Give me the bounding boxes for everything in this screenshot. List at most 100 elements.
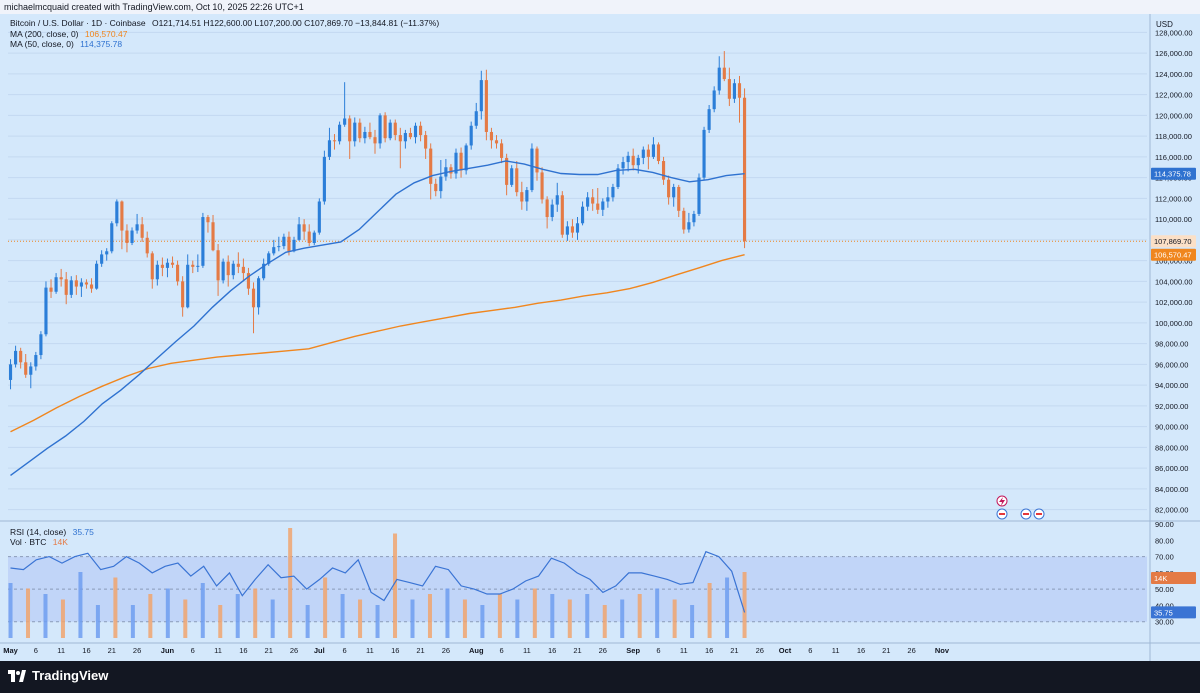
time-tick: 21: [573, 646, 581, 655]
price-tick: 94,000.00: [1155, 381, 1188, 390]
candle-body: [59, 277, 63, 280]
flag-stripe: [1023, 513, 1029, 515]
volume-bar: [672, 599, 677, 638]
legend-ma200-value: 106,570.47: [84, 29, 128, 39]
rsi-tick: 50.00: [1155, 585, 1174, 594]
time-tick: Aug: [469, 646, 484, 655]
legend-rsi-value: 35.75: [72, 527, 94, 537]
price-axis: 128,000.00 126,000.00 124,000.00 122,000.00…: [1155, 28, 1193, 626]
candles: [8, 51, 747, 390]
volume-bar: [78, 572, 83, 638]
candle-body: [631, 155, 635, 166]
volume-bar: [585, 594, 590, 638]
candle-body: [601, 201, 605, 210]
legend-rsi[interactable]: RSI (14, close) 35.75: [10, 527, 94, 537]
candle-body: [646, 149, 650, 157]
volume-bar: [707, 583, 712, 638]
legend-ma50[interactable]: MA (50, close, 0) 114,375.78: [10, 39, 122, 49]
candle-body: [454, 152, 458, 174]
candle-body: [100, 254, 104, 264]
volume-bar: [183, 599, 188, 638]
candle-body: [484, 80, 488, 132]
volume-bar: [690, 605, 695, 638]
candle-body: [682, 210, 686, 230]
candle-body: [540, 172, 544, 200]
candle-body: [697, 177, 701, 214]
candle-body: [651, 144, 656, 157]
time-tick: 26: [442, 646, 450, 655]
candle-body: [322, 156, 326, 202]
time-tick: 11: [366, 646, 374, 655]
candle-body: [338, 124, 342, 142]
volume-bar: [620, 599, 625, 638]
candle-body: [499, 143, 504, 158]
candle-body: [165, 262, 170, 268]
legend-ma50-label: MA (50, close, 0): [10, 39, 74, 49]
candle-body: [343, 118, 347, 125]
price-tick: 128,000.00: [1155, 28, 1193, 37]
price-tick: 92,000.00: [1155, 402, 1188, 411]
candle-body: [419, 125, 423, 136]
volume-bar: [375, 605, 380, 638]
candle-body: [378, 115, 382, 144]
candle-body: [277, 246, 281, 248]
candle-body: [742, 97, 747, 242]
close-badge-text: 107,869.70: [1154, 237, 1192, 246]
candle-body: [292, 239, 296, 252]
candle-body: [282, 236, 286, 247]
volume-bar: [427, 594, 432, 638]
brand-name: TradingView: [32, 668, 109, 683]
time-tick: 26: [907, 646, 915, 655]
price-tick: 106,000.00: [1155, 257, 1193, 266]
candle-body: [621, 162, 625, 169]
rsi-path: [10, 550, 746, 613]
volume-bar: [235, 594, 240, 638]
candle-body: [555, 195, 559, 205]
candle-body: [520, 192, 524, 202]
candle-body: [449, 167, 453, 174]
candle-body: [459, 152, 463, 171]
volume-bar: [445, 588, 450, 638]
candle-body: [393, 122, 397, 136]
volume-bar: [637, 594, 642, 638]
candle-body: [626, 155, 630, 163]
candle-body: [687, 222, 691, 230]
legend-symbol-name: Bitcoin / U.S. Dollar · 1D · Coinbase: [10, 18, 146, 28]
volume-bar: [497, 594, 502, 638]
rsi-tick: 40.00: [1155, 601, 1174, 610]
volume-bar: [532, 588, 537, 638]
rsi-badge: 35.75: [1151, 606, 1196, 619]
time-tick: 6: [191, 646, 195, 655]
candle-body: [636, 157, 640, 166]
candle-body: [403, 133, 407, 142]
legend-ma200[interactable]: MA (200, close, 0) 106,570.47: [10, 29, 127, 39]
candle-body: [39, 334, 43, 356]
price-tick: 86,000.00: [1155, 464, 1188, 473]
candle-body: [95, 263, 99, 289]
ma200-badge-bg: [1151, 248, 1196, 261]
volume-bar: [43, 594, 48, 638]
close-badge: 107,869.70: [1151, 235, 1196, 248]
candle-body: [672, 186, 676, 198]
candle-body: [707, 109, 711, 130]
volume-bar: [200, 583, 205, 638]
volume-bar: [305, 605, 310, 638]
price-tick: 104,000.00: [1155, 277, 1193, 286]
ma200-badge-text: 106,570.47: [1154, 251, 1192, 260]
ma200-line: [10, 254, 745, 433]
candle-body: [570, 226, 575, 233]
footer: TradingView: [0, 661, 1200, 693]
currency-label: USD: [1156, 20, 1173, 29]
candle-body: [8, 364, 13, 380]
tradingview-logo[interactable]: TradingView: [8, 668, 108, 683]
candle-body: [327, 140, 332, 157]
legend-rsi-label: RSI (14, close): [10, 527, 67, 537]
volume-bar: [288, 528, 293, 638]
candle-body: [575, 223, 580, 233]
legend-vol[interactable]: Vol · BTC 14K: [10, 537, 68, 547]
time-tick: Nov: [935, 646, 950, 655]
time-tick: 26: [290, 646, 298, 655]
chart-area[interactable]: [0, 14, 1200, 661]
candle-body: [160, 264, 164, 268]
